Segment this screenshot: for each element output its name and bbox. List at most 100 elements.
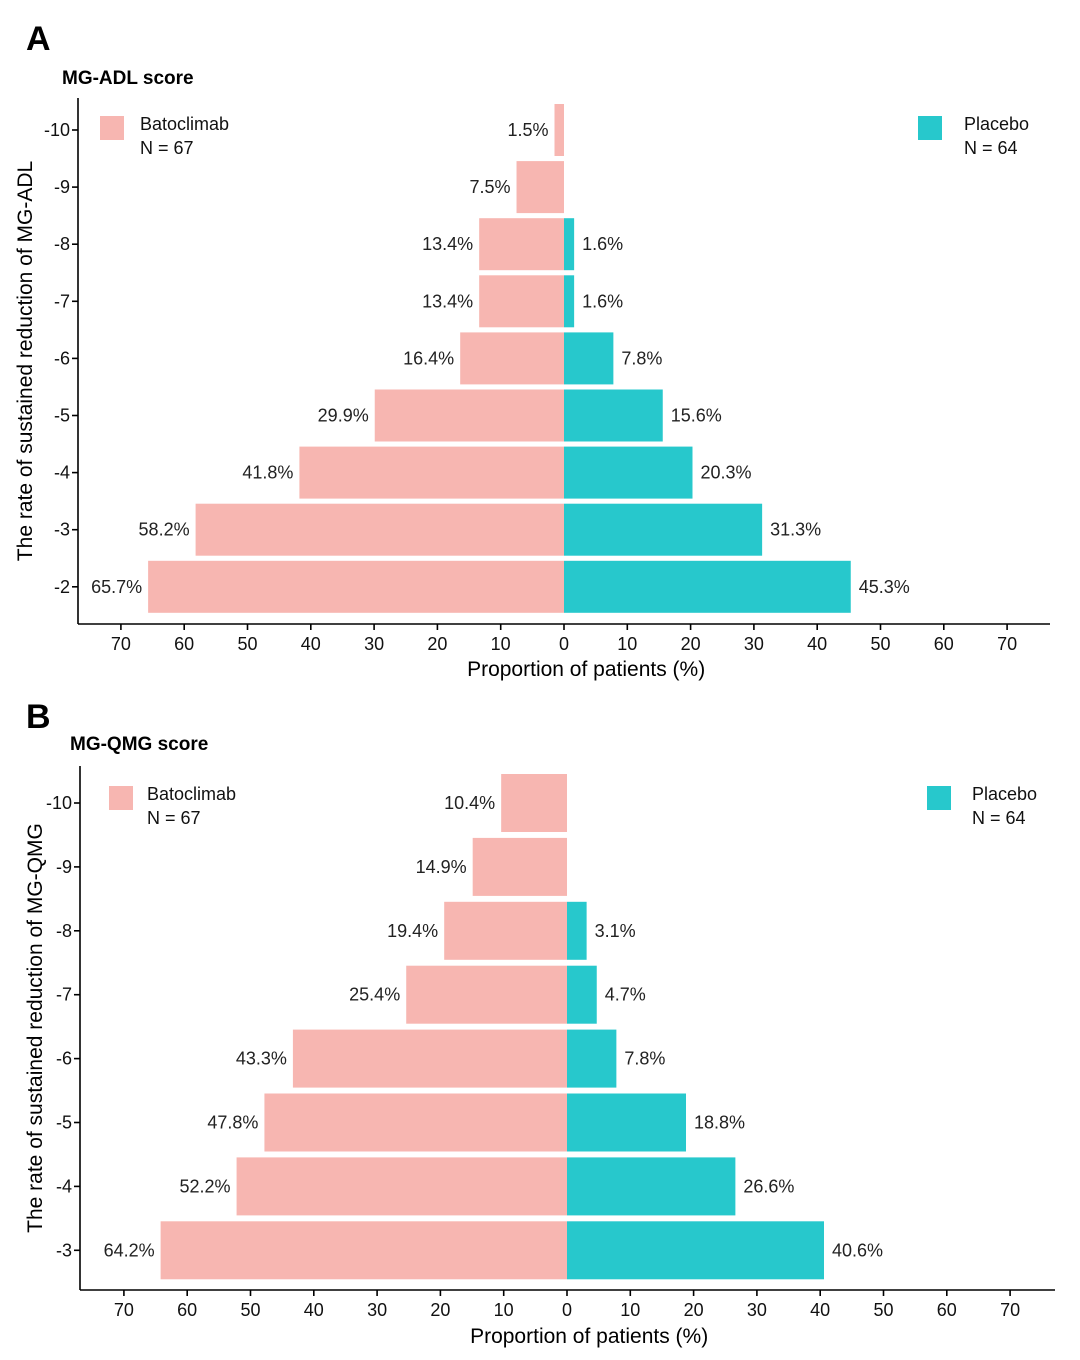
data-label-batoclimab: 7.5% <box>469 177 510 197</box>
bar-batoclimab <box>236 1157 567 1216</box>
x-tick-label: 40 <box>301 634 321 654</box>
x-tick-label: 70 <box>997 634 1017 654</box>
data-label-placebo: 18.8% <box>694 1113 745 1133</box>
y-tick-label: -6 <box>54 348 70 368</box>
chart-title: MG-QMG score <box>70 734 208 755</box>
x-axis-title: Proportion of patients (%) <box>467 658 705 681</box>
x-tick-label: 10 <box>494 1300 514 1320</box>
data-label-batoclimab: 52.2% <box>180 1176 231 1196</box>
x-tick-label: 60 <box>937 1300 957 1320</box>
bar-placebo <box>564 503 763 556</box>
y-tick-label: -4 <box>56 1176 72 1196</box>
y-tick-label: -3 <box>54 520 70 540</box>
legend-swatch-placebo <box>918 116 942 140</box>
x-tick-label: 60 <box>934 634 954 654</box>
x-tick-label: 40 <box>810 1300 830 1320</box>
bar-batoclimab <box>299 446 564 499</box>
bar-placebo <box>567 1093 687 1152</box>
data-label-placebo: 1.6% <box>582 234 623 254</box>
data-label-placebo: 7.8% <box>621 348 662 368</box>
bar-batoclimab <box>479 275 564 328</box>
data-label-placebo: 20.3% <box>700 463 751 483</box>
x-tick-label: 40 <box>807 634 827 654</box>
data-label-placebo: 26.6% <box>743 1176 794 1196</box>
bar-batoclimab <box>501 774 567 832</box>
y-tick-label: -2 <box>54 577 70 597</box>
legend-label-batoclimab: Batoclimab <box>140 114 229 134</box>
legend-swatch-placebo <box>927 786 951 810</box>
bar-batoclimab <box>472 837 567 896</box>
y-tick-label: -3 <box>56 1240 72 1260</box>
legend-label-batoclimab: Batoclimab <box>147 784 236 804</box>
x-tick-label: 70 <box>1000 1300 1020 1320</box>
data-label-batoclimab: 1.5% <box>507 120 548 140</box>
y-tick-label: -4 <box>54 463 70 483</box>
y-axis-title: The rate of sustained reduction of MG-QM… <box>24 823 47 1233</box>
y-tick-label: -8 <box>54 234 70 254</box>
bar-batoclimab <box>460 332 564 385</box>
y-tick-label: -5 <box>56 1113 72 1133</box>
data-label-placebo: 40.6% <box>832 1240 883 1260</box>
x-tick-label: 20 <box>684 1300 704 1320</box>
data-label-batoclimab: 10.4% <box>444 793 495 813</box>
x-tick-label: 0 <box>562 1300 572 1320</box>
bar-batoclimab <box>264 1093 567 1152</box>
panel-a: A MG-ADL score 1.5% -10 7.5% -9 13.4% 1.6% -8 13.… <box>14 20 1050 681</box>
data-label-placebo: 1.6% <box>582 291 623 311</box>
x-tick-label: 50 <box>240 1300 260 1320</box>
bar-batoclimab <box>516 161 564 214</box>
y-tick-label: -9 <box>54 177 70 197</box>
y-tick-label: -7 <box>56 985 72 1005</box>
x-tick-label: 10 <box>617 634 637 654</box>
y-tick-label: -8 <box>56 921 72 941</box>
bar-placebo <box>564 446 693 499</box>
bar-placebo <box>564 332 614 385</box>
x-tick-label: 20 <box>430 1300 450 1320</box>
x-tick-label: 40 <box>304 1300 324 1320</box>
x-tick-label: 30 <box>364 634 384 654</box>
x-tick-label: 50 <box>237 634 257 654</box>
legend-n-batoclimab: N = 67 <box>147 808 201 828</box>
x-tick-label: 60 <box>174 634 194 654</box>
bar-batoclimab <box>479 218 564 271</box>
bar-placebo <box>567 901 587 960</box>
data-label-batoclimab: 64.2% <box>104 1240 155 1260</box>
x-tick-label: 0 <box>559 634 569 654</box>
panel-b: B MG-QMG score 10.4% -10 14.9% -9 19.4% 3.1% -8 2… <box>24 698 1055 1348</box>
data-label-placebo: 7.8% <box>624 1049 665 1069</box>
data-label-placebo: 15.6% <box>671 406 722 426</box>
x-tick-label: 10 <box>491 634 511 654</box>
y-tick-label: -9 <box>56 857 72 877</box>
y-tick-label: -10 <box>44 120 70 140</box>
panel-letter: A <box>26 20 51 58</box>
data-label-batoclimab: 16.4% <box>403 348 454 368</box>
bar-batoclimab <box>292 1029 567 1088</box>
bar-batoclimab <box>444 901 567 960</box>
x-tick-label: 60 <box>177 1300 197 1320</box>
bar-batoclimab <box>195 503 564 556</box>
panel-letter: B <box>26 698 51 736</box>
data-label-batoclimab: 13.4% <box>422 234 473 254</box>
bar-batoclimab <box>148 560 564 613</box>
x-tick-label: 50 <box>870 634 890 654</box>
y-axis-title: The rate of sustained reduction of MG-AD… <box>14 161 37 561</box>
legend-label-placebo: Placebo <box>964 114 1029 134</box>
data-label-placebo: 31.3% <box>770 520 821 540</box>
x-tick-label: 70 <box>111 634 131 654</box>
data-label-batoclimab: 13.4% <box>422 291 473 311</box>
bar-batoclimab <box>374 389 564 442</box>
y-tick-label: -5 <box>54 406 70 426</box>
data-label-batoclimab: 41.8% <box>242 463 293 483</box>
bar-batoclimab <box>554 104 564 156</box>
data-label-batoclimab: 29.9% <box>318 406 369 426</box>
bar-placebo <box>564 218 575 271</box>
x-tick-label: 10 <box>620 1300 640 1320</box>
y-tick-label: -6 <box>56 1049 72 1069</box>
y-tick-label: -10 <box>46 793 72 813</box>
data-label-batoclimab: 14.9% <box>416 857 467 877</box>
legend-label-placebo: Placebo <box>972 784 1037 804</box>
data-label-placebo: 45.3% <box>859 577 910 597</box>
y-tick-label: -7 <box>54 291 70 311</box>
x-tick-label: 30 <box>367 1300 387 1320</box>
